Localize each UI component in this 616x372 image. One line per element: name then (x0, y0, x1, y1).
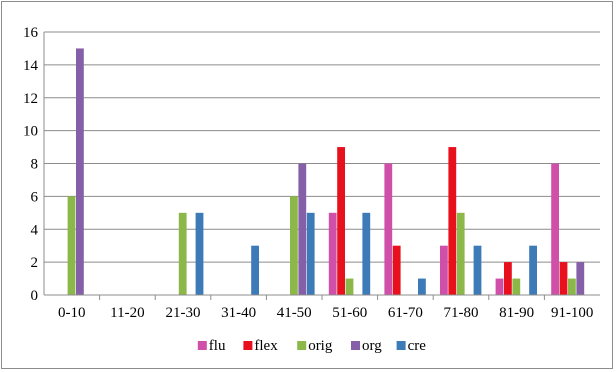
legend-swatch-org (351, 341, 360, 350)
bar-orig-21-30 (178, 212, 187, 295)
legend-label-cre: cre (408, 338, 427, 354)
y-tick-label: 14 (23, 58, 39, 74)
legend-label-flex: flex (254, 338, 278, 354)
legend-swatch-flu (197, 341, 207, 350)
bar-flu-61-70 (384, 163, 393, 295)
y-tick-label: 8 (31, 157, 39, 173)
x-tick-label: 51-60 (332, 305, 367, 321)
bar-cre-81-90 (529, 245, 537, 295)
y-tick-label: 0 (31, 288, 39, 304)
bar-cre-21-30 (195, 212, 204, 295)
y-tick-label: 4 (31, 222, 39, 238)
legend-swatch-flex (243, 341, 253, 350)
x-tick-label: 91-100 (551, 305, 594, 321)
legend-label-org: org (362, 338, 382, 354)
bar-orig-51-60 (345, 278, 354, 295)
y-tick-label: 16 (23, 25, 39, 41)
y-tick-label: 6 (31, 189, 39, 205)
y-tick-label: 12 (23, 91, 38, 107)
legend: flu flex orig org cre (197, 338, 427, 354)
bar-flu-91-100 (551, 163, 559, 295)
bar-flex-81-90 (504, 262, 512, 295)
bars (67, 48, 585, 295)
bar-flex-61-70 (392, 245, 401, 295)
y-tick-labels: 0 2 4 6 8 10 12 14 16 (23, 25, 39, 304)
legend-swatch-cre (396, 341, 406, 350)
bar-org-41-50 (298, 163, 307, 295)
x-tick-labels: 0-10 11-20 21-30 31-40 41-50 51-60 61-70 71-80 8… (58, 305, 593, 321)
bar-orig-91-100 (568, 278, 576, 295)
x-tick-label: 41-50 (277, 305, 312, 321)
legend-label-orig: orig (308, 338, 333, 354)
bar-cre-51-60 (362, 212, 371, 295)
bar-cre-61-70 (418, 278, 426, 295)
y-tick-label: 2 (31, 255, 39, 271)
x-tick-label: 61-70 (388, 305, 423, 321)
x-tick-label: 21-30 (166, 305, 201, 321)
bar-flu-51-60 (328, 212, 337, 295)
bar-cre-71-80 (473, 245, 482, 295)
x-tick-label: 0-10 (58, 305, 86, 321)
bar-org-0-10 (76, 48, 84, 295)
axes (43, 32, 600, 300)
x-tick-label: 81-90 (499, 305, 534, 321)
bar-orig-0-10 (67, 196, 76, 295)
bar-org-91-100 (576, 262, 585, 295)
x-tick-label: 11-20 (110, 305, 144, 321)
x-tick-label: 31-40 (221, 305, 256, 321)
bar-flex-71-80 (448, 147, 457, 295)
bar-flex-91-100 (559, 262, 568, 295)
bar-flex-51-60 (337, 147, 345, 295)
legend-label-flu: flu (209, 338, 226, 354)
bar-cre-41-50 (306, 212, 315, 295)
legend-swatch-orig (297, 341, 307, 350)
bar-flu-81-90 (495, 278, 504, 295)
bar-orig-71-80 (456, 212, 465, 295)
bar-cre-31-40 (251, 245, 259, 295)
bar-orig-41-50 (290, 196, 298, 295)
x-tick-label: 71-80 (444, 305, 479, 321)
bar-flu-71-80 (440, 245, 448, 295)
y-tick-label: 10 (23, 124, 38, 140)
bar-orig-81-90 (512, 278, 521, 295)
gridlines (44, 31, 600, 263)
